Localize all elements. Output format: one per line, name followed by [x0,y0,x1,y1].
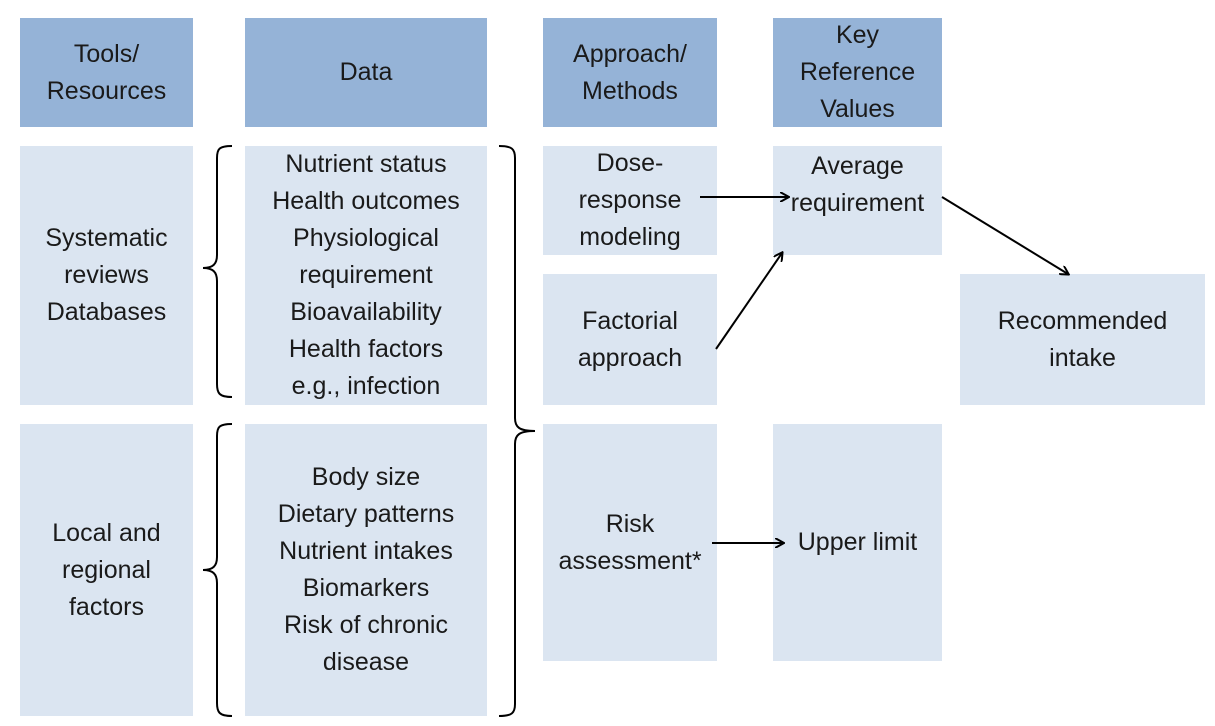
arrow-factorial-to-average [715,253,782,350]
header-key-reference-values: Key Reference Values [773,18,942,127]
data-local-factors-list: Body size Dietary patterns Nutrient inta… [245,424,487,716]
method-dose-response-modeling: Dose- response modeling [543,146,717,255]
tool-local-regional-factors: Local and regional factors [20,424,193,716]
header-approach-methods: Approach/ Methods [543,18,717,127]
right-brace-data [498,145,536,717]
tool-systematic-reviews-databases: Systematic reviews Databases [20,146,193,405]
method-risk-assessment: Risk assessment* [543,424,717,661]
value-upper-limit: Upper limit [773,424,942,661]
header-tools-resources: Tools/ Resources [20,18,193,127]
outcome-recommended-intake: Recommended intake [960,274,1205,405]
left-brace-lower [202,423,233,717]
data-health-requirement-list: Nutrient status Health outcomes Physiolo… [245,146,487,405]
arrow-average-to-recommended [941,196,1068,274]
value-average-requirement: Average requirement [773,146,942,255]
header-data: Data [245,18,487,127]
method-factorial-approach: Factorial approach [543,274,717,405]
left-brace-upper [202,145,233,398]
